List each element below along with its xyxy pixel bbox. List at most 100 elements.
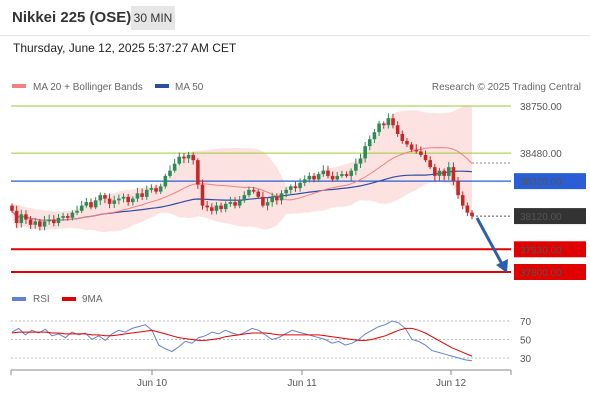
- candle-body: [209, 207, 214, 211]
- candle-body: [33, 221, 38, 225]
- candle-body: [219, 205, 223, 210]
- candle-body: [256, 191, 261, 197]
- candle-body: [442, 170, 446, 176]
- candle-body: [70, 212, 75, 218]
- candle-body: [182, 156, 186, 159]
- candle-body: [191, 154, 196, 161]
- candle-body: [437, 170, 442, 176]
- candle-body: [126, 196, 130, 203]
- price-label: 37800.00: [520, 268, 562, 279]
- candle-body: [288, 186, 293, 190]
- candle-body: [149, 188, 154, 190]
- header-divider: [0, 35, 590, 36]
- ma20-legend-label: MA 20 + Bollinger Bands: [33, 82, 143, 93]
- candle-body: [84, 202, 89, 206]
- candle-body: [93, 200, 98, 208]
- candle-body: [451, 167, 456, 182]
- candle-body: [446, 167, 451, 176]
- candle-body: [144, 189, 149, 197]
- bollinger-band: [12, 105, 472, 233]
- candle-body: [419, 151, 423, 155]
- candle-body: [251, 189, 256, 192]
- candle-body: [316, 174, 321, 180]
- candle-body: [223, 203, 228, 210]
- candle-body: [186, 154, 191, 159]
- candle-body: [38, 221, 42, 227]
- candle-body: [10, 205, 14, 211]
- candle-body: [395, 125, 400, 134]
- ma9-legend-swatch: [62, 297, 76, 301]
- candle-body: [247, 189, 251, 196]
- candle-body: [89, 202, 93, 208]
- candle-body: [330, 175, 335, 180]
- candle-body: [28, 219, 33, 225]
- candle-body: [312, 175, 316, 180]
- price-label: 37930.00: [520, 245, 562, 256]
- candle-body: [284, 189, 288, 194]
- candle-body: [298, 182, 302, 189]
- candle-body: [131, 198, 135, 203]
- candle-body: [386, 118, 391, 126]
- candle-body: [14, 210, 19, 224]
- candle-body: [42, 221, 47, 227]
- ma50-legend-label: MA 50: [175, 82, 204, 93]
- candle-body: [391, 118, 395, 126]
- candle-body: [307, 175, 312, 180]
- candle-body: [205, 205, 209, 208]
- candle-body: [414, 149, 419, 152]
- candle-body: [79, 205, 84, 211]
- ma50-legend-swatch: [155, 84, 169, 88]
- candle-body: [363, 146, 367, 159]
- candle-body: [177, 156, 182, 164]
- candle-body: [242, 195, 247, 201]
- candle-body: [344, 174, 349, 176]
- candle-body: [367, 139, 372, 147]
- research-credit: Research © 2025 Trading Central: [432, 82, 581, 93]
- x-tick-label: Jun 12: [436, 378, 466, 389]
- timeframe-button[interactable]: 30 MIN: [131, 6, 175, 30]
- candle-body: [377, 123, 381, 133]
- candle-body: [52, 219, 56, 224]
- projection-arrow: [475, 217, 508, 273]
- ma20-line: [11, 147, 473, 222]
- candle-body: [158, 186, 163, 192]
- candle-body: [237, 200, 242, 206]
- ma9-line: [11, 327, 473, 357]
- price-label: 38750.00: [520, 102, 562, 113]
- candle-body: [61, 216, 65, 218]
- candle-body: [460, 195, 465, 206]
- rsi-tick-label: 30: [520, 354, 532, 365]
- price-label: 38320.00: [520, 177, 562, 188]
- candle-body: [400, 133, 405, 141]
- candle-body: [75, 210, 79, 213]
- rsi-line: [11, 320, 473, 362]
- candle-body: [140, 193, 144, 197]
- ma9-legend-label: 9MA: [82, 294, 103, 305]
- candle-body: [428, 160, 432, 168]
- candle-body: [19, 214, 24, 224]
- candle-body: [196, 160, 200, 185]
- candle-body: [270, 196, 275, 203]
- candle-body: [465, 205, 470, 213]
- candle-body: [354, 163, 358, 171]
- price-label-box: [514, 173, 586, 190]
- candle-body: [470, 212, 474, 217]
- price-label-box: [514, 241, 586, 258]
- candle-body: [163, 175, 168, 187]
- candle-body: [103, 195, 107, 199]
- candle-body: [340, 174, 344, 176]
- candle-body: [321, 170, 326, 175]
- candle-body: [349, 170, 353, 176]
- x-tick-label: Jun 10: [137, 378, 167, 389]
- candle-body: [200, 184, 205, 206]
- instrument-title: Nikkei 225 (OSE): [12, 9, 132, 26]
- candle-body: [172, 163, 177, 171]
- candle-body: [47, 219, 51, 222]
- timestamp: Thursday, June 12, 2025 5:37:27 AM CET: [13, 41, 237, 55]
- candle-body: [65, 216, 70, 218]
- candle-body: [261, 196, 265, 206]
- candle-body: [409, 144, 414, 150]
- candle-body: [372, 132, 377, 140]
- header: Nikkei 225 (OSE) 30 MIN: [0, 0, 590, 35]
